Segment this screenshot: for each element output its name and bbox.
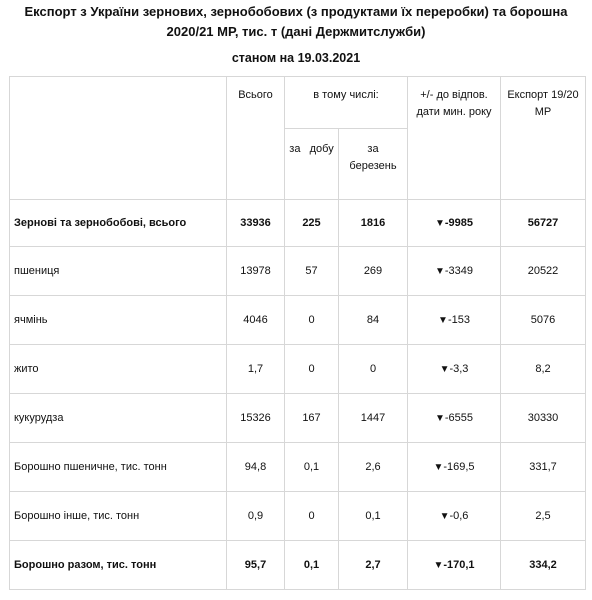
cell-total: 95,7 (226, 540, 285, 590)
cell-prev: 331,7 (500, 442, 586, 492)
header-diff: +/- до відпов. дати мин. року (407, 76, 501, 200)
cell-total: 15326 (226, 393, 285, 443)
cell-prev: 8,2 (500, 344, 586, 394)
down-arrow-icon: ▼ (434, 266, 445, 277)
row-label: ячмінь (9, 295, 227, 345)
cell-month: 269 (338, 246, 408, 296)
diff-value: -6555 (444, 412, 474, 424)
cell-diff: ▼-9985 (407, 199, 501, 247)
diff-value: -3,3 (449, 363, 469, 375)
diff-value: -3349 (444, 265, 474, 277)
cell-diff: ▼-170,1 (407, 540, 501, 590)
page-title: Експорт з України зернових, зернобобових… (24, 4, 568, 39)
cell-prev: 56727 (500, 199, 586, 247)
diff-value: -169,5 (443, 461, 475, 473)
diff-value: -9985 (444, 217, 474, 229)
cell-day: 167 (284, 393, 339, 443)
cell-diff: ▼-153 (407, 295, 501, 345)
cell-total: 1,7 (226, 344, 285, 394)
cell-month: 1816 (338, 199, 408, 247)
cell-total: 94,8 (226, 442, 285, 492)
cell-diff: ▼-169,5 (407, 442, 501, 492)
diff-value: -170,1 (443, 559, 475, 571)
table-row: Борошно інше, тис. тонн 0,9 0 0,1 ▼-0,6 … (9, 491, 586, 541)
cell-prev: 334,2 (500, 540, 586, 590)
down-arrow-icon: ▼ (433, 462, 444, 473)
cell-day: 0 (284, 491, 339, 541)
down-arrow-icon: ▼ (439, 364, 450, 375)
cell-total: 33936 (226, 199, 285, 247)
row-label: пшениця (9, 246, 227, 296)
cell-month: 2,7 (338, 540, 408, 590)
cell-day: 225 (284, 199, 339, 247)
cell-day: 57 (284, 246, 339, 296)
down-arrow-icon: ▼ (438, 315, 448, 326)
diff-value: -0,6 (449, 510, 469, 522)
down-arrow-icon: ▼ (433, 560, 444, 571)
row-label: Зернові та зернобобові, всього (9, 199, 227, 247)
table-row: Борошно разом, тис. тонн 95,7 0,1 2,7 ▼-… (9, 540, 586, 590)
row-label: Борошно інше, тис. тонн (9, 491, 227, 541)
header-empty-cell (9, 76, 227, 200)
table-row: Зернові та зернобобові, всього 33936 225… (9, 199, 586, 247)
cell-day: 0,1 (284, 442, 339, 492)
cell-total: 13978 (226, 246, 285, 296)
cell-day: 0,1 (284, 540, 339, 590)
cell-month: 1447 (338, 393, 408, 443)
header-per-month: за березень (338, 128, 408, 200)
header-prev-export: Експорт 19/20 МР (500, 76, 586, 200)
row-label: Борошно разом, тис. тонн (9, 540, 227, 590)
table-row: ячмінь 4046 0 84 ▼-153 5076 (9, 295, 586, 345)
cell-month: 0 (338, 344, 408, 394)
cell-total: 0,9 (226, 491, 285, 541)
cell-diff: ▼-3,3 (407, 344, 501, 394)
cell-day: 0 (284, 295, 339, 345)
row-label: жито (9, 344, 227, 394)
header-including: в тому числі: (284, 76, 408, 129)
table-row: Борошно пшеничне, тис. тонн 94,8 0,1 2,6… (9, 442, 586, 492)
cell-diff: ▼-6555 (407, 393, 501, 443)
header-total: Всього (226, 76, 285, 200)
cell-prev: 20522 (500, 246, 586, 296)
cell-month: 84 (338, 295, 408, 345)
cell-total: 4046 (226, 295, 285, 345)
row-label: кукурудза (9, 393, 227, 443)
cell-month: 2,6 (338, 442, 408, 492)
cell-day: 0 (284, 344, 339, 394)
row-label: Борошно пшеничне, тис. тонн (9, 442, 227, 492)
cell-prev: 2,5 (500, 491, 586, 541)
cell-diff: ▼-0,6 (407, 491, 501, 541)
table-row: жито 1,7 0 0 ▼-3,3 8,2 (9, 344, 586, 394)
page-subtitle: станом на 19.03.2021 (231, 51, 361, 65)
export-table: Всього в тому числі: +/- до відпов. дати… (9, 76, 586, 590)
table-row: кукурудза 15326 167 1447 ▼-6555 30330 (9, 393, 586, 443)
header-per-day: за добу (284, 128, 339, 200)
cell-diff: ▼-3349 (407, 246, 501, 296)
cell-month: 0,1 (338, 491, 408, 541)
diff-value: -153 (447, 314, 470, 326)
table-row: пшениця 13978 57 269 ▼-3349 20522 (9, 246, 586, 296)
down-arrow-icon: ▼ (439, 511, 450, 522)
down-arrow-icon: ▼ (434, 218, 445, 229)
cell-prev: 5076 (500, 295, 586, 345)
cell-prev: 30330 (500, 393, 586, 443)
down-arrow-icon: ▼ (434, 413, 445, 424)
